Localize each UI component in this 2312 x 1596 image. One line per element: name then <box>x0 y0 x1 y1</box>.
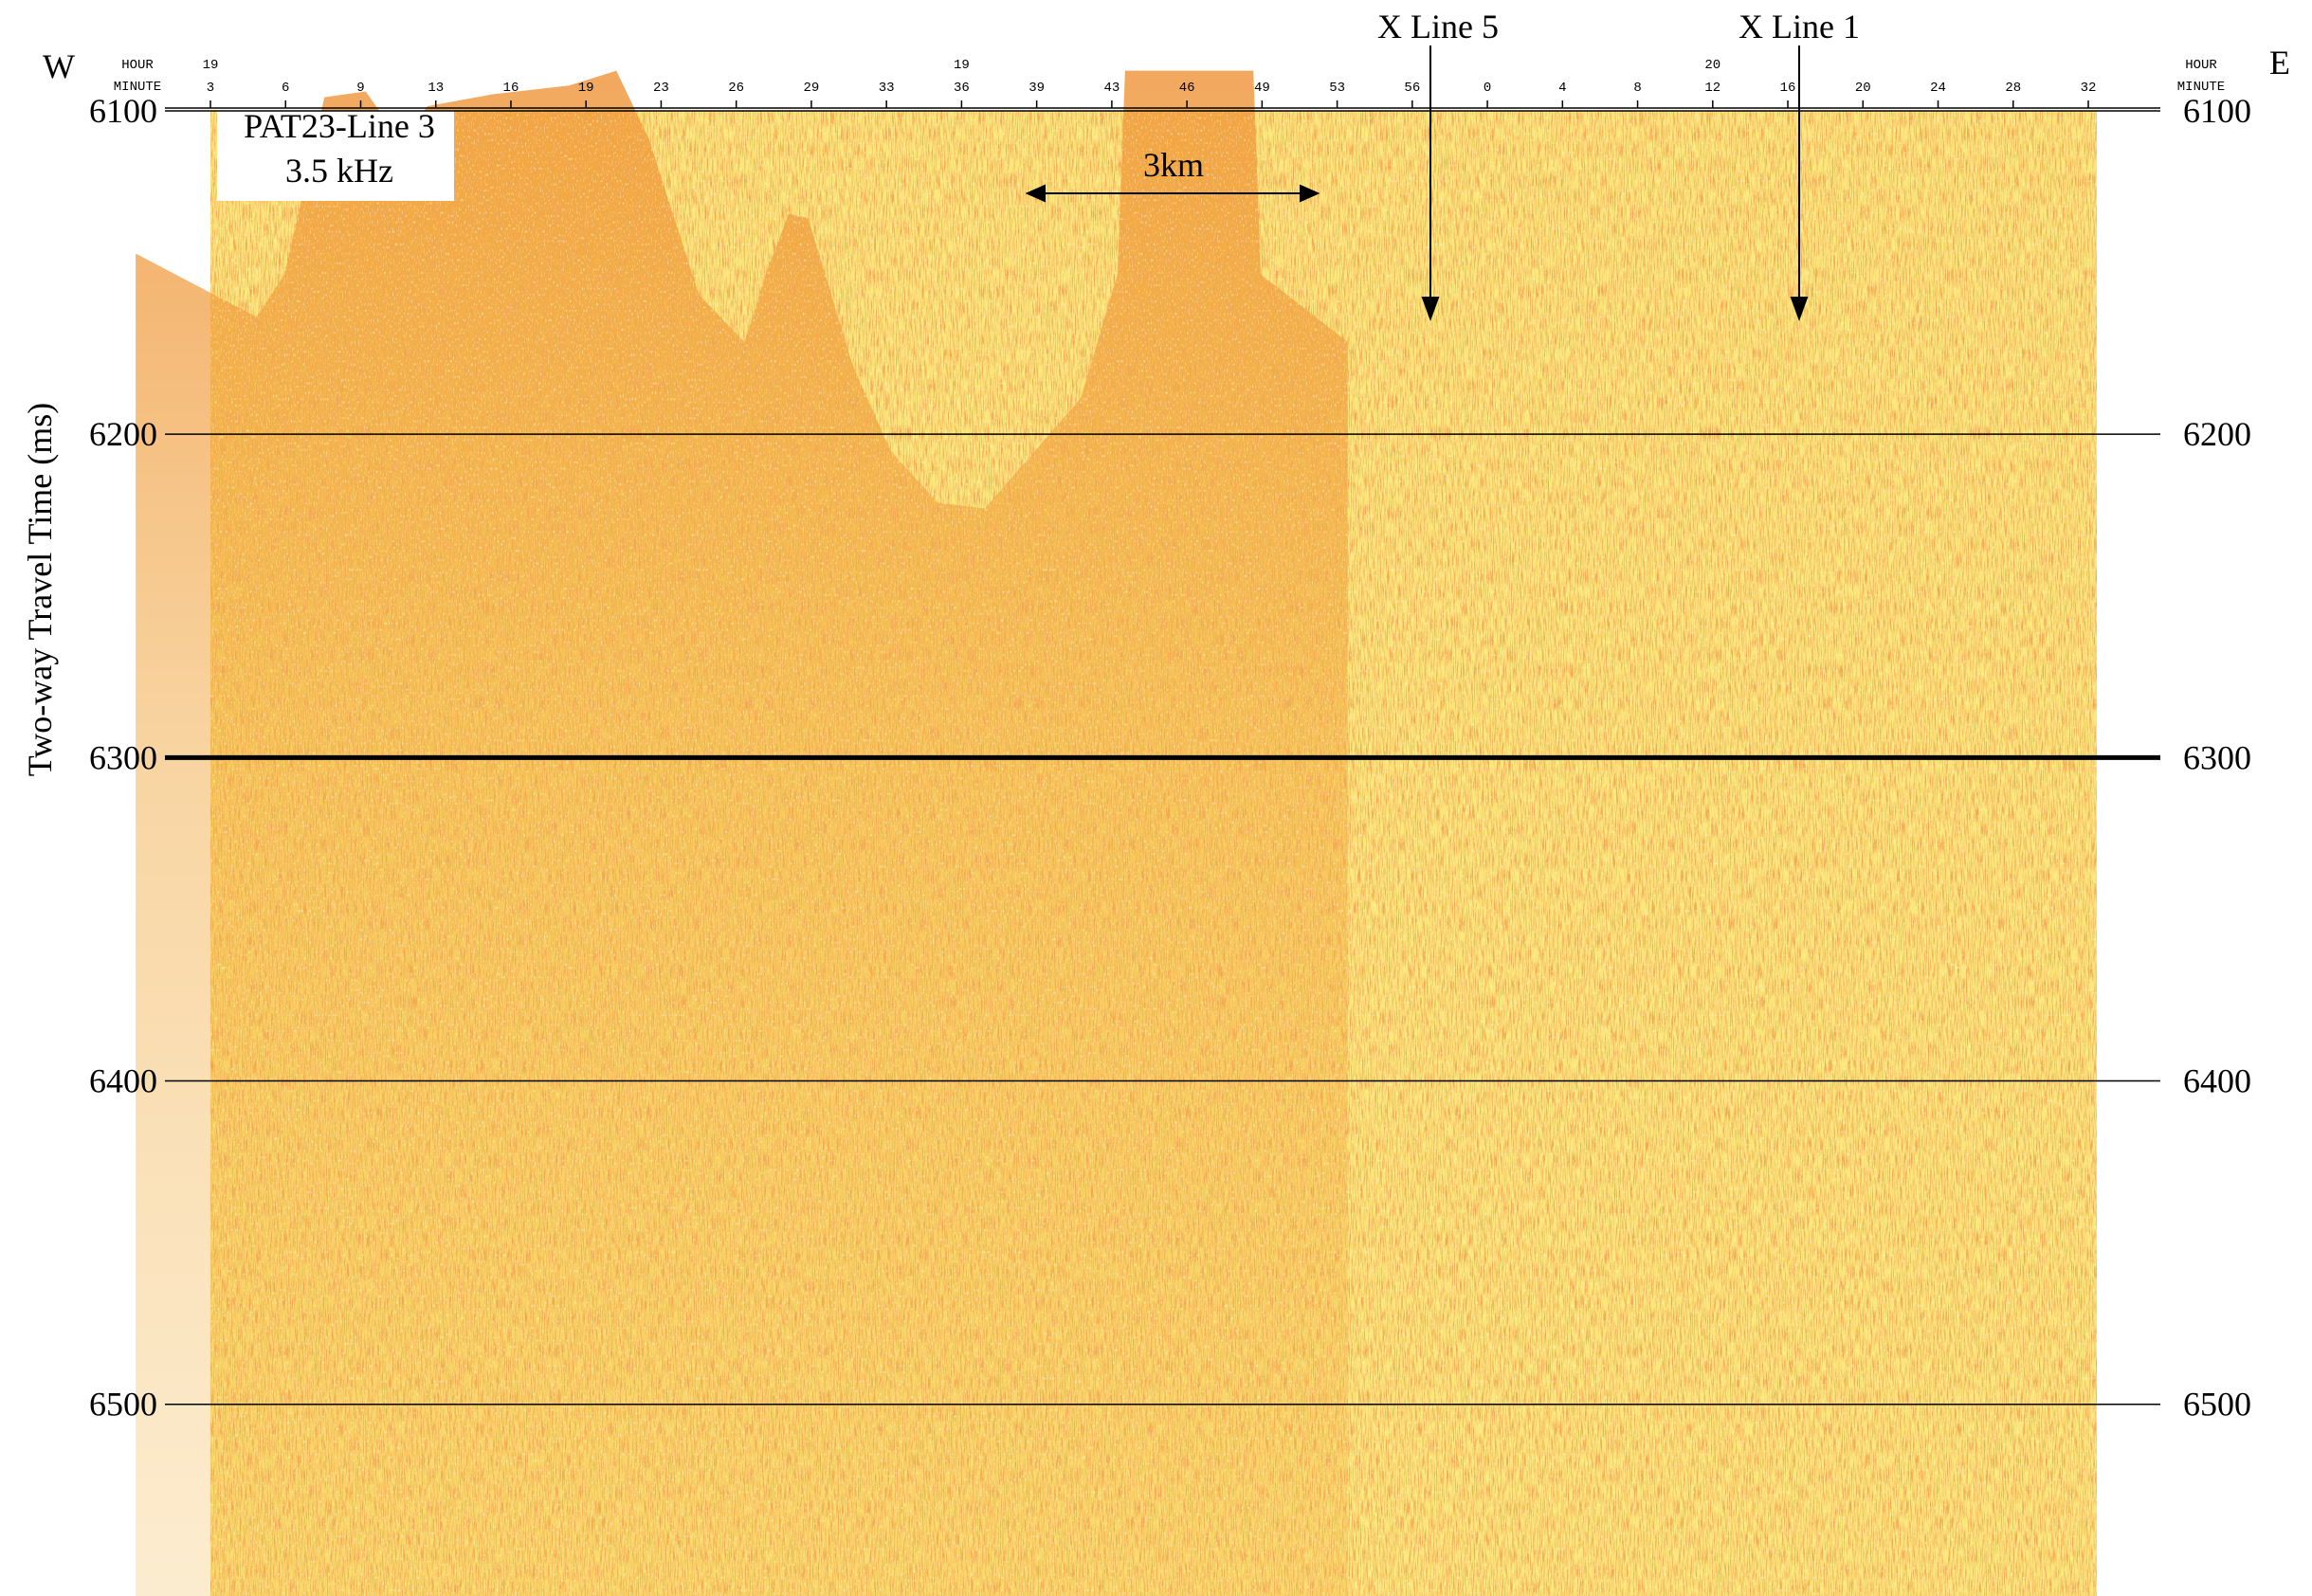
y-axis-label: Two-way Travel Time (ms) <box>21 403 59 777</box>
minute-label: 53 <box>1329 81 1345 96</box>
minute-label: 33 <box>879 81 895 96</box>
minute-label: 26 <box>728 81 744 96</box>
frequency: 3.5 kHz <box>285 152 393 190</box>
minute-label: 23 <box>653 81 669 96</box>
minute-label: 0 <box>1484 81 1491 96</box>
minute-label: 36 <box>954 81 970 96</box>
y-tick-label: 6100 <box>89 92 157 130</box>
hour-label: 20 <box>1704 58 1720 73</box>
y-tick-label: 6500 <box>89 1386 157 1424</box>
axes <box>165 110 2160 1406</box>
minute-label: 3 <box>207 81 214 96</box>
minute-label: 39 <box>1029 81 1045 96</box>
profile-name: PAT23-Line 3 <box>244 107 435 145</box>
y-tick-label: 6400 <box>89 1062 157 1100</box>
west-label: W <box>43 47 75 85</box>
minute-label: 12 <box>1704 81 1720 96</box>
noise-light <box>210 111 2097 1596</box>
hour-label: 19 <box>203 58 219 73</box>
minute-label: 4 <box>1558 81 1566 96</box>
minute-label: 16 <box>1780 81 1796 96</box>
hour-title: HOUR <box>121 58 154 73</box>
minute-label: 16 <box>503 81 519 96</box>
y-tick-label: 6500 <box>2183 1386 2251 1424</box>
scale-bar-label: 3km <box>1143 146 1204 184</box>
minute-label: 29 <box>804 81 820 96</box>
y-tick-label: 6200 <box>2183 415 2251 453</box>
y-tick-label: 6300 <box>2183 738 2251 776</box>
y-tick-label: 6300 <box>89 738 157 776</box>
label-box <box>217 111 454 201</box>
minute-label: 8 <box>1633 81 1641 96</box>
minute-label: 20 <box>1855 81 1871 96</box>
crossing-line-label: X Line 1 <box>1739 8 1860 45</box>
east-label: E <box>2269 44 2290 82</box>
minute-label: 24 <box>1930 81 1946 96</box>
scale-bar <box>1025 184 1320 203</box>
hour-title: HOUR <box>2185 58 2217 73</box>
minute-label: 32 <box>2081 81 2097 96</box>
minute-label: 49 <box>1254 81 1270 96</box>
minute-title: MINUTE <box>2177 80 2225 95</box>
minute-label: 46 <box>1179 81 1195 96</box>
crossing-line-label: X Line 5 <box>1377 8 1499 45</box>
y-tick-label: 6100 <box>2183 92 2251 130</box>
minute-label: 9 <box>356 81 364 96</box>
crossing-arrows <box>1421 45 1809 321</box>
minute-label: 6 <box>282 81 289 96</box>
minute-label: 28 <box>2005 81 2021 96</box>
minute-label: 56 <box>1404 81 1420 96</box>
minute-label: 43 <box>1103 81 1120 96</box>
y-tick-label: 6400 <box>2183 1062 2251 1100</box>
profile-image <box>136 70 2097 1596</box>
hour-label: 19 <box>954 58 970 73</box>
y-tick-label: 6200 <box>89 415 157 453</box>
minute-label: 13 <box>428 81 444 96</box>
minute-title: MINUTE <box>114 80 161 95</box>
minute-label: 19 <box>578 81 594 96</box>
